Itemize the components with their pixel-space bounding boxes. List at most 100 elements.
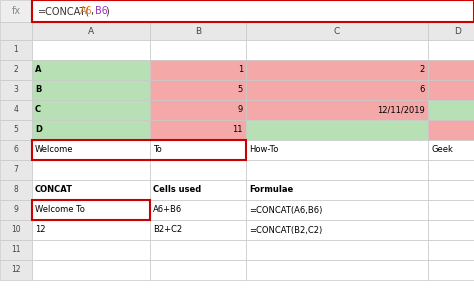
Bar [32, 22, 150, 40]
Bar [150, 240, 246, 260]
Text: B: B [35, 86, 41, 95]
Text: 9: 9 [14, 205, 18, 215]
Text: D: D [35, 126, 42, 134]
Bar [150, 180, 246, 200]
Text: To: To [153, 146, 162, 154]
Text: 6: 6 [419, 86, 425, 95]
Text: 8: 8 [14, 185, 18, 195]
Bar [428, 100, 474, 120]
Text: 1: 1 [238, 65, 243, 75]
Text: 12/11/2019: 12/11/2019 [377, 106, 425, 115]
Text: 2: 2 [14, 65, 18, 75]
Bar [428, 160, 474, 180]
Bar [150, 200, 246, 220]
Bar [150, 260, 246, 280]
Bar [0, 80, 32, 100]
Text: =CONCAT(A6,B6): =CONCAT(A6,B6) [249, 205, 322, 215]
Bar [32, 120, 150, 140]
Text: C: C [35, 106, 41, 115]
Bar [0, 22, 32, 40]
Text: CONCAT: CONCAT [35, 185, 73, 195]
Text: 10: 10 [11, 226, 21, 235]
Text: 6: 6 [14, 146, 18, 154]
Bar [0, 200, 32, 220]
Bar [428, 40, 474, 60]
Bar [428, 140, 474, 160]
Bar [150, 22, 246, 40]
Text: A6+B6: A6+B6 [153, 205, 182, 215]
Text: Welcome To: Welcome To [35, 205, 85, 215]
Text: 2: 2 [420, 65, 425, 75]
Bar [246, 260, 428, 280]
Bar [150, 120, 246, 140]
Bar [0, 120, 32, 140]
Text: 12: 12 [11, 266, 21, 274]
Bar [32, 0, 474, 22]
Bar [32, 140, 150, 160]
Text: 4: 4 [14, 106, 18, 115]
Bar [150, 40, 246, 60]
Bar [0, 220, 32, 240]
Bar [32, 180, 150, 200]
Bar [32, 240, 150, 260]
Text: How-To: How-To [249, 146, 278, 154]
Bar [246, 240, 428, 260]
Text: =CONCAT(B2,C2): =CONCAT(B2,C2) [249, 226, 322, 235]
Bar [428, 60, 474, 80]
Bar [150, 160, 246, 180]
Bar [246, 80, 428, 100]
Bar [428, 80, 474, 100]
Bar [428, 22, 474, 40]
Text: A6: A6 [80, 6, 92, 16]
Text: fx: fx [11, 6, 20, 16]
Text: 11: 11 [11, 246, 21, 255]
Text: 9: 9 [238, 106, 243, 115]
Text: Geek: Geek [431, 146, 453, 154]
Bar [32, 140, 246, 160]
Text: B6: B6 [95, 6, 108, 16]
Text: 7: 7 [14, 165, 18, 174]
Bar [246, 220, 428, 240]
Text: 3: 3 [14, 86, 18, 95]
Text: B: B [195, 26, 201, 36]
Bar [246, 40, 428, 60]
Text: Formulae: Formulae [249, 185, 293, 195]
Text: 5: 5 [14, 126, 18, 134]
Bar [246, 140, 428, 160]
Bar [0, 100, 32, 120]
Bar [428, 180, 474, 200]
Bar [150, 60, 246, 80]
Bar [246, 180, 428, 200]
Text: Cells used: Cells used [153, 185, 201, 195]
Bar [428, 260, 474, 280]
Text: ): ) [106, 6, 109, 16]
Text: Welcome: Welcome [35, 146, 73, 154]
Bar [428, 240, 474, 260]
Bar [32, 200, 150, 220]
Bar [246, 200, 428, 220]
Bar [246, 60, 428, 80]
Bar [150, 100, 246, 120]
Bar [428, 120, 474, 140]
Text: 1: 1 [14, 45, 18, 55]
Bar [150, 140, 246, 160]
Text: A: A [88, 26, 94, 36]
Text: ,: , [90, 6, 93, 16]
Bar [32, 60, 150, 80]
Bar [428, 220, 474, 240]
Text: C: C [334, 26, 340, 36]
Bar [0, 140, 32, 160]
Bar [0, 180, 32, 200]
Bar [246, 160, 428, 180]
Bar [0, 160, 32, 180]
Bar [32, 100, 150, 120]
Text: 11: 11 [233, 126, 243, 134]
Bar [32, 200, 150, 220]
Bar [32, 220, 150, 240]
Bar [150, 220, 246, 240]
Bar [32, 80, 150, 100]
Text: B2+C2: B2+C2 [153, 226, 182, 235]
Text: A: A [35, 65, 42, 75]
Text: 12: 12 [35, 226, 46, 235]
Text: =CONCAT(: =CONCAT( [38, 6, 90, 16]
